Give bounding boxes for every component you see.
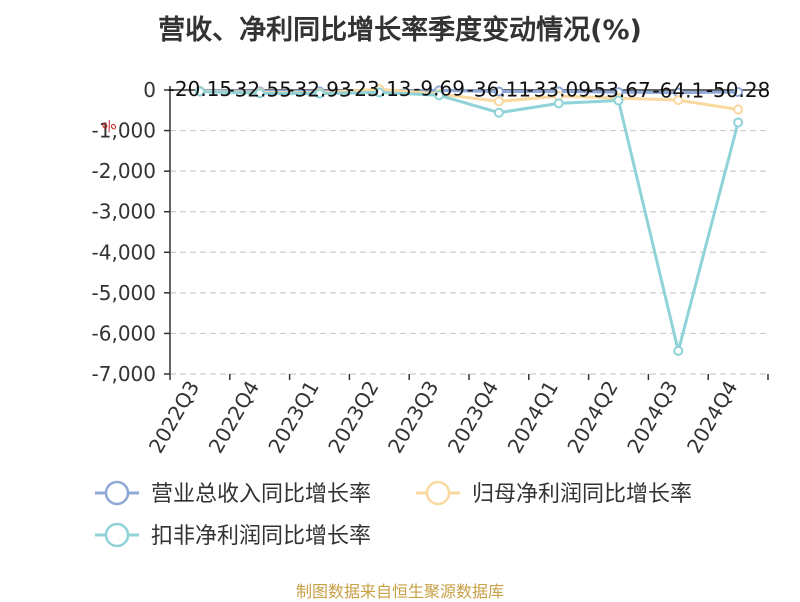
- data-point: [553, 98, 564, 109]
- data-point: [733, 104, 744, 115]
- y-tick-label: -6,000: [92, 321, 156, 345]
- x-tick-label: 2023Q3: [383, 376, 443, 457]
- data-point: [493, 86, 504, 97]
- data-label: -32.55: [227, 77, 291, 101]
- data-point: [613, 95, 624, 106]
- data-point: [314, 88, 325, 99]
- x-tick-label: 2023Q2: [323, 377, 383, 458]
- data-point: [493, 107, 504, 118]
- series-lines: [194, 84, 744, 356]
- data-point: [194, 86, 205, 97]
- x-tick-label: 2024Q4: [682, 377, 742, 458]
- data-label: -53.67: [586, 78, 650, 102]
- data-point: [733, 117, 744, 128]
- y-tick-label: -2,000: [92, 159, 156, 183]
- data-point: [673, 95, 684, 106]
- y-tick-label: -3,000: [92, 200, 156, 224]
- x-tick-label: 2024Q1: [503, 377, 563, 458]
- x-tick-label: 2022Q3: [144, 377, 204, 458]
- data-point: [374, 87, 385, 98]
- y-tick-label: -1,000: [92, 119, 156, 143]
- y-tick-label: -7,000: [92, 362, 156, 386]
- x-tick-label: 2023Q1: [263, 377, 323, 458]
- x-tick-label: 2024Q2: [562, 377, 622, 458]
- grid-lines: [170, 129, 768, 375]
- y-tick-label: 0: [143, 78, 156, 102]
- data-label: -50.28: [706, 78, 770, 102]
- data-point: [733, 87, 744, 98]
- data-point: [493, 96, 504, 107]
- legend-marker-circle: [104, 522, 130, 548]
- x-tick-label: 2022Q4: [204, 377, 264, 458]
- y-tick-label: -5,000: [92, 281, 156, 305]
- data-point: [254, 88, 265, 99]
- data-label: -23.13: [347, 77, 411, 101]
- chart-title: 营收、净利同比增长率季度变动情况(%): [158, 15, 642, 46]
- data-point: [434, 90, 445, 101]
- data-labels: -20.15-32.55-32.93-23.13 -9.69 -36.11-33.0…: [168, 76, 771, 102]
- legend-entry: 归母净利润同比增长率: [472, 482, 692, 507]
- data-label: -33.09: [526, 77, 590, 101]
- x-tick-label: 2024Q3: [622, 377, 682, 458]
- data-label: -36.11: [467, 77, 531, 101]
- data-label: -64.1: [652, 79, 704, 103]
- series-line: [199, 90, 740, 353]
- data-label: -9.69: [413, 76, 465, 100]
- y-tick-label: -4,000: [92, 240, 156, 264]
- legend-marker-circle: [425, 480, 451, 506]
- data-point: [673, 345, 684, 356]
- legend-marker-circle: [104, 480, 130, 506]
- data-label: -32.93: [287, 77, 351, 101]
- source-note: 制图数据来自恒生聚源数据库: [295, 582, 504, 601]
- data-label: -20.15: [168, 77, 232, 101]
- axes: 0 -1,000 -2,000 -3,000 -4,000 -5,000 -6,000 -7,…: [92, 78, 769, 458]
- x-tick-label: 2023Q4: [443, 377, 503, 458]
- legend-entry: 扣非净利润同比增长率: [151, 524, 371, 549]
- legend-entry: 营业总收入同比增长率: [151, 482, 371, 507]
